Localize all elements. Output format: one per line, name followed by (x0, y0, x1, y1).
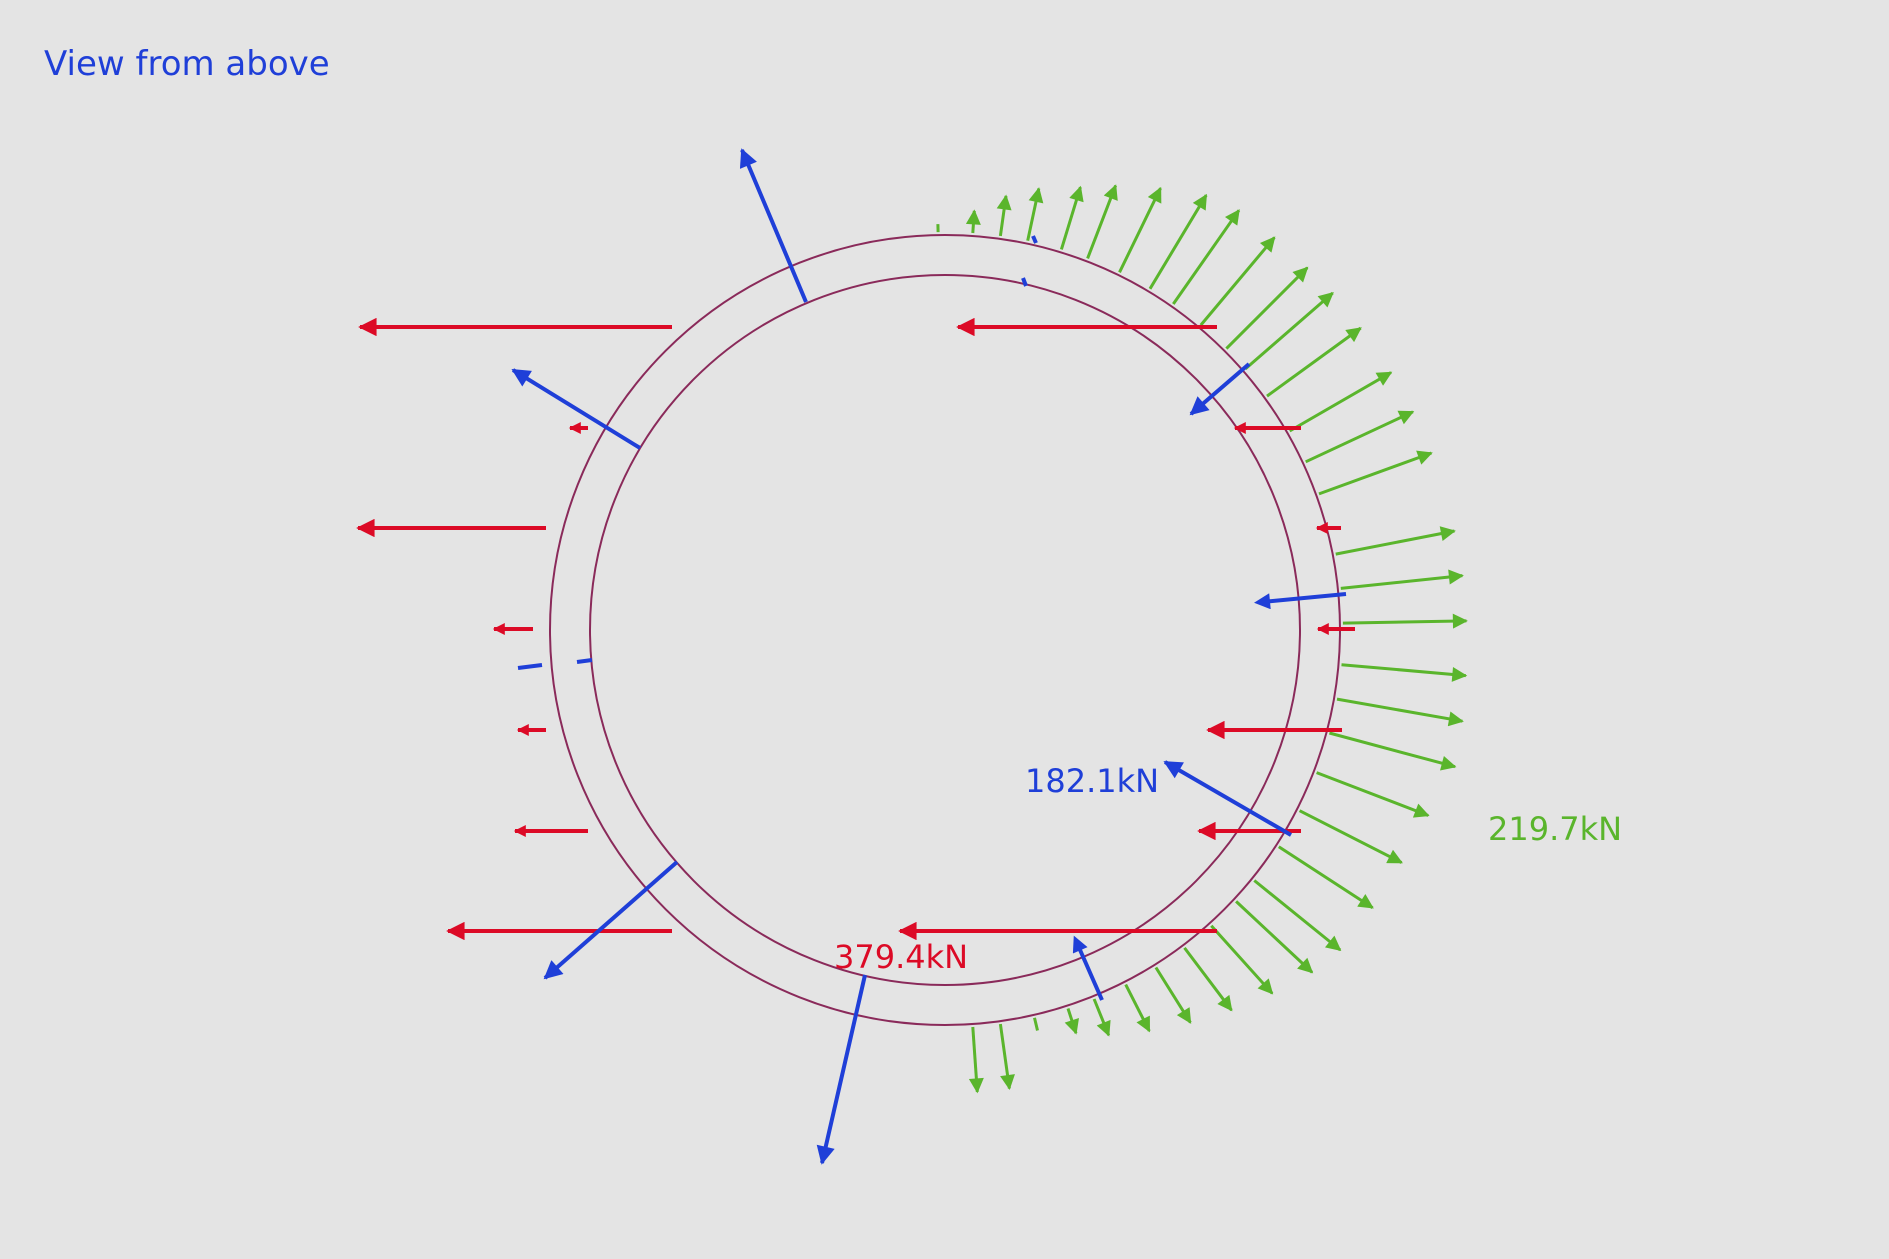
view-title: View from above (44, 44, 330, 84)
green-arrow (1092, 998, 1111, 1037)
green-arrow (1172, 209, 1241, 305)
blue-arrow (1021, 277, 1028, 287)
blue-arrow (739, 148, 808, 303)
green-arrow (1318, 450, 1433, 496)
green-arrow (1277, 845, 1374, 909)
green-arrow (1026, 187, 1044, 242)
blue-arrow (517, 663, 543, 670)
green-arrow (1064, 1008, 1079, 1035)
outer-ring (549, 234, 1341, 1026)
green-arrow (1335, 526, 1456, 556)
green-arrow (1235, 900, 1314, 974)
green-arrow (1288, 371, 1393, 433)
green-arrow (1210, 924, 1274, 995)
green-arrow (1342, 613, 1468, 629)
green-arrow (996, 194, 1012, 237)
green-arrow (1340, 569, 1464, 590)
green-arrow (1183, 946, 1233, 1012)
blue-arrow (1189, 362, 1251, 416)
blue-arrow (1031, 235, 1038, 244)
green-arrow (1336, 697, 1464, 727)
green-arrow (1341, 663, 1468, 682)
green-arrow (1329, 731, 1457, 771)
green-arrow (1059, 185, 1084, 250)
blue-force-label: 182.1kN (1025, 762, 1159, 800)
blue-arrow (511, 368, 642, 450)
blue-force-arrows (511, 148, 1347, 1165)
red-force-arrows (356, 317, 1355, 941)
green-arrow (1033, 1017, 1039, 1031)
blue-arrow (816, 974, 867, 1165)
green-arrow (1244, 291, 1334, 371)
green-arrow (1118, 186, 1162, 273)
green-arrow (1124, 983, 1151, 1033)
blue-arrow (543, 860, 679, 980)
green-arrow (1225, 266, 1309, 350)
blue-arrow (1072, 935, 1104, 1001)
green-arrow (1253, 879, 1342, 952)
blue-arrow (1254, 592, 1347, 610)
green-arrow (1154, 966, 1192, 1024)
green-arrow (1199, 236, 1276, 327)
green-arrow (1298, 809, 1403, 864)
green-force-arrows (936, 184, 1468, 1094)
green-force-label: 219.7kN (1488, 810, 1622, 848)
green-arrow (1305, 410, 1415, 464)
green-arrow (1148, 193, 1208, 290)
green-arrow (1266, 326, 1362, 398)
red-force-label: 379.4kN (834, 938, 968, 976)
green-arrow (1316, 771, 1430, 818)
blue-arrow (1163, 760, 1293, 837)
inner-ring (589, 274, 1301, 986)
green-arrow (998, 1023, 1015, 1090)
green-arrow (1086, 184, 1118, 259)
green-arrow (968, 1026, 984, 1094)
blue-arrow (576, 658, 593, 664)
green-arrow (965, 209, 981, 234)
